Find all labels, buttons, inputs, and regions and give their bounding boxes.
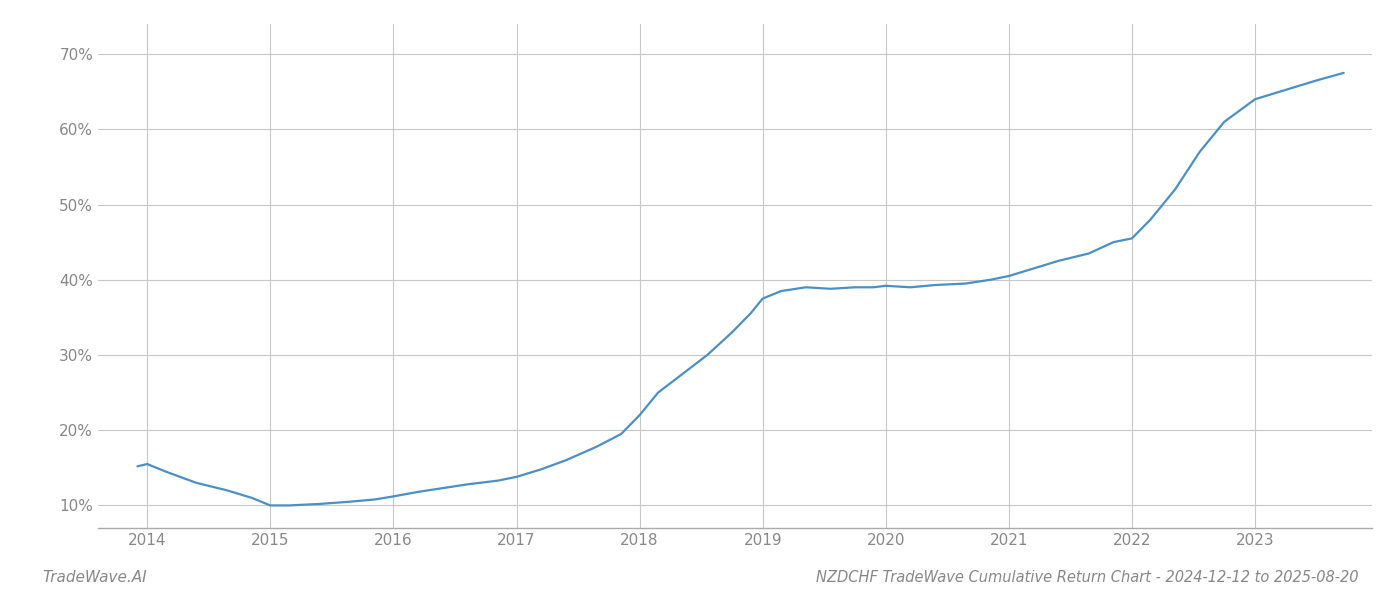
- Text: TradeWave.AI: TradeWave.AI: [42, 570, 147, 585]
- Text: NZDCHF TradeWave Cumulative Return Chart - 2024-12-12 to 2025-08-20: NZDCHF TradeWave Cumulative Return Chart…: [815, 570, 1358, 585]
